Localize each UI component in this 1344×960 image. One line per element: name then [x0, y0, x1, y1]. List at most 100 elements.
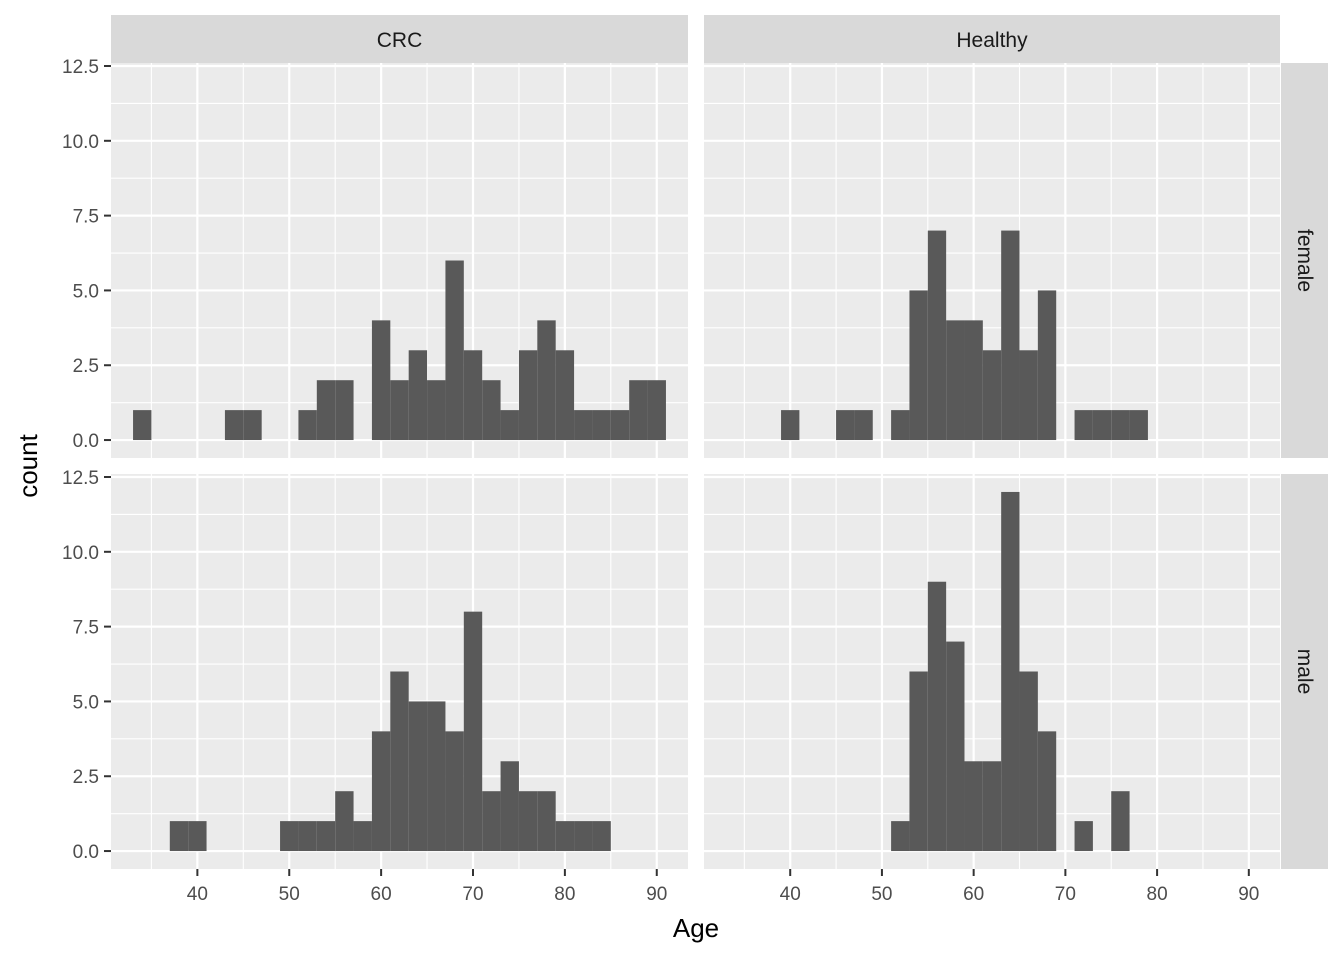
histogram-bar [390, 671, 409, 852]
histogram-bar [500, 410, 519, 441]
facet-strip-male [1281, 474, 1328, 869]
facet-strip-crc [111, 15, 688, 63]
histogram-bar [781, 410, 800, 441]
histogram-bar [316, 821, 336, 852]
facet-label-male: male [1293, 649, 1316, 695]
y-tick-label: 5.0 [73, 281, 99, 302]
histogram-bar [335, 791, 354, 852]
histogram-bar [647, 380, 666, 441]
y-tick-label: 7.5 [73, 207, 99, 228]
histogram-bar [353, 821, 372, 852]
y-tick-label: 12.5 [62, 57, 99, 78]
x-tick-label: 90 [646, 884, 667, 905]
x-tick-label: 50 [871, 884, 892, 905]
y-tick-label: 10.0 [62, 543, 99, 564]
histogram-bar [1001, 230, 1020, 441]
histogram-bar [133, 410, 152, 441]
x-tick-label: 80 [1147, 884, 1168, 905]
histogram-bar [482, 791, 501, 852]
histogram-bar [500, 761, 519, 852]
histogram-bar [891, 410, 910, 441]
histogram-bar [1111, 791, 1130, 852]
histogram-bar [836, 410, 855, 441]
histogram-bar [537, 320, 556, 441]
histogram-bar [243, 410, 262, 441]
x-tick-label: 70 [462, 884, 483, 905]
histogram-bar [1092, 410, 1112, 441]
panel-healthy-male [704, 474, 1280, 869]
y-tick-label: 10.0 [62, 132, 99, 153]
histogram-bar [371, 731, 391, 852]
y-tick-label: 5.0 [73, 692, 99, 713]
histogram-bar [482, 380, 501, 441]
histogram-bar [316, 380, 336, 441]
histogram-bar [463, 350, 483, 441]
histogram-bar [982, 761, 1002, 852]
x-tick-label: 60 [371, 884, 392, 905]
histogram-bar [188, 821, 207, 852]
facet-label-healthy: Healthy [956, 29, 1028, 52]
histogram-bar [537, 791, 556, 852]
panel-crc-female [111, 63, 688, 458]
histogram-bar [592, 410, 611, 441]
histogram-bar [1037, 731, 1057, 852]
histogram-bar [574, 821, 593, 852]
histogram-bar [298, 410, 317, 441]
histogram-bar [445, 260, 464, 441]
histogram-bar [927, 581, 947, 852]
histogram-bar [1019, 350, 1038, 441]
histogram-bar [592, 821, 611, 852]
x-tick-label: 40 [187, 884, 208, 905]
panels-layer: CRC Healthy female male 0.0 2.5 5.0 7.5 10.0 12.5… [62, 15, 1328, 905]
facet-strip-female [1281, 63, 1328, 458]
histogram-bar [964, 761, 983, 852]
histogram-bar [463, 611, 483, 852]
y-tick-label: 12.5 [62, 468, 99, 489]
panel-healthy-female [704, 63, 1280, 458]
x-tick-label: 50 [279, 884, 300, 905]
x-tick-label: 90 [1238, 884, 1259, 905]
y-tick-label: 0.0 [73, 842, 99, 863]
histogram-bar [390, 380, 409, 441]
histogram-bar [574, 410, 593, 441]
histogram-bar [927, 230, 947, 441]
histogram-bar [1074, 410, 1093, 441]
y-tick-label: 2.5 [73, 767, 99, 788]
histogram-bar [629, 380, 648, 441]
histogram-bar [909, 290, 928, 441]
histogram-bar [408, 701, 428, 852]
histogram-bar [445, 731, 464, 852]
y-tick-label: 0.0 [73, 431, 99, 452]
histogram-bar [1074, 821, 1093, 852]
histogram-bar [224, 410, 244, 441]
histogram-bar [1037, 290, 1057, 441]
histogram-bar [280, 821, 299, 852]
y-tick-label: 7.5 [73, 618, 99, 639]
histogram-bar [1111, 410, 1130, 441]
histogram-bar [169, 821, 189, 852]
histogram-bar [982, 350, 1002, 441]
histogram-bar [854, 410, 873, 441]
facet-strip-healthy [704, 15, 1280, 63]
histogram-bar [427, 701, 446, 852]
histogram-bar [371, 320, 391, 441]
histogram-bar [946, 320, 965, 441]
histogram-bar [427, 380, 446, 441]
histogram-bar [298, 821, 317, 852]
histogram-bar [408, 350, 428, 441]
panel-crc-male [111, 474, 688, 869]
y-axis-title: count [13, 433, 43, 497]
histogram-bar [555, 821, 575, 852]
histogram-bar [964, 320, 983, 441]
facet-label-crc: CRC [377, 29, 423, 52]
histogram-bar [518, 350, 538, 441]
histogram-bar [891, 821, 910, 852]
y-tick-label: 2.5 [73, 356, 99, 377]
histogram-bar [610, 410, 630, 441]
x-tick-label: 70 [1055, 884, 1076, 905]
histogram-bar [518, 791, 538, 852]
histogram-bar [1019, 671, 1038, 852]
histogram-bar [335, 380, 354, 441]
facet-label-female: female [1293, 229, 1316, 292]
